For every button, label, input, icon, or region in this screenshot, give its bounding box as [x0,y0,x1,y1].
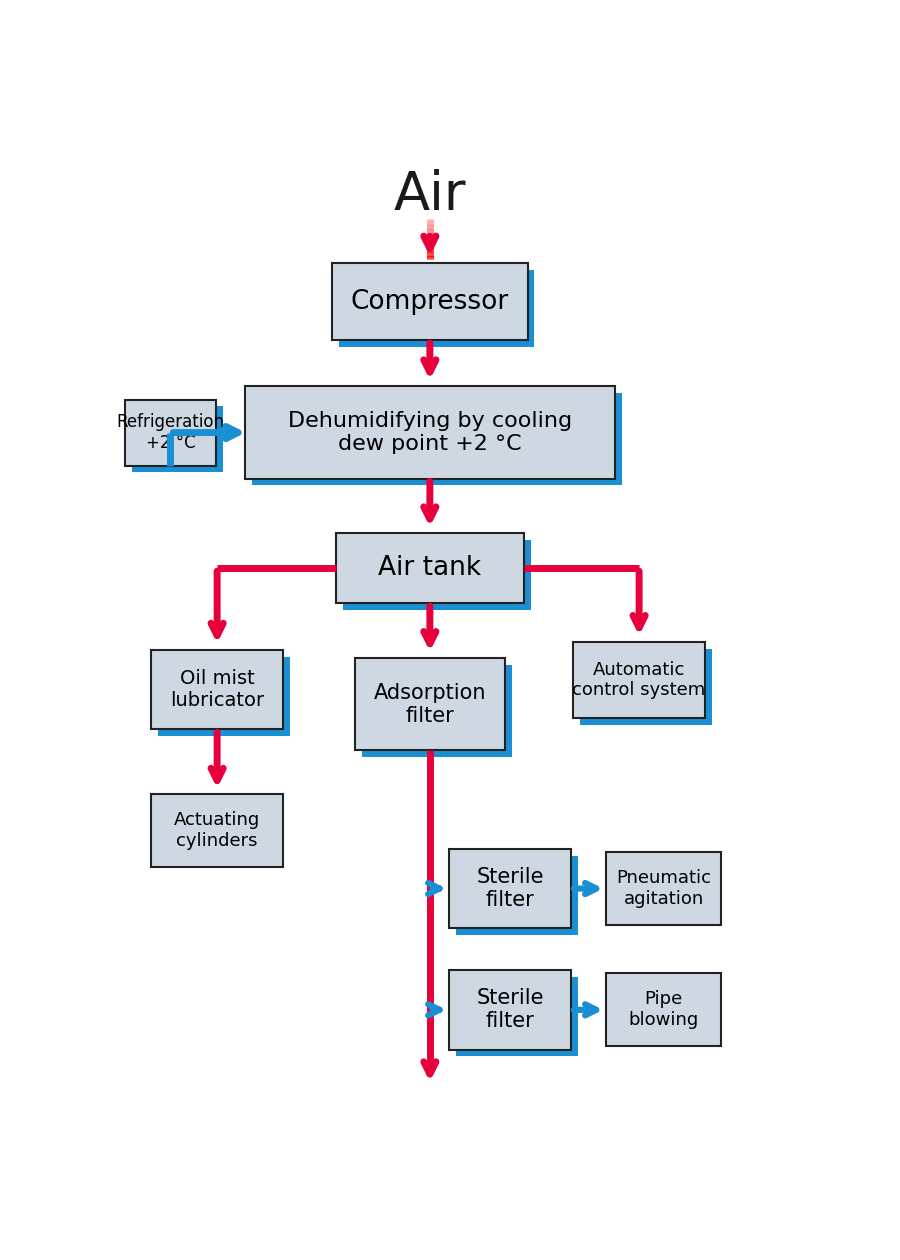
Text: Sterile
filter: Sterile filter [476,867,544,910]
FancyBboxPatch shape [606,974,721,1046]
FancyBboxPatch shape [125,399,216,465]
FancyBboxPatch shape [252,393,622,485]
Text: Dehumidifying by cooling
dew point +2 °C: Dehumidifying by cooling dew point +2 °C [288,411,572,454]
FancyBboxPatch shape [449,970,572,1050]
FancyBboxPatch shape [456,856,578,935]
Text: Oil mist
lubricator: Oil mist lubricator [170,669,265,711]
FancyBboxPatch shape [362,665,512,757]
FancyBboxPatch shape [151,794,284,867]
Text: Air: Air [393,169,466,220]
Text: Sterile
filter: Sterile filter [476,988,544,1032]
Text: Pneumatic
agitation: Pneumatic agitation [616,869,711,908]
FancyBboxPatch shape [158,656,291,736]
Text: Compressor: Compressor [351,289,509,315]
FancyBboxPatch shape [449,849,572,929]
Text: Air tank: Air tank [378,556,482,581]
FancyBboxPatch shape [355,658,505,750]
Text: Automatic
control system: Automatic control system [572,660,706,699]
Text: Refrigeration
+2 °C: Refrigeration +2 °C [116,413,224,452]
Text: Adsorption
filter: Adsorption filter [374,683,486,726]
FancyBboxPatch shape [580,649,713,724]
FancyBboxPatch shape [339,270,535,348]
Text: Pipe
blowing: Pipe blowing [628,990,698,1029]
FancyBboxPatch shape [151,650,284,730]
FancyBboxPatch shape [606,852,721,925]
FancyBboxPatch shape [332,263,527,340]
Text: Actuating
cylinders: Actuating cylinders [174,811,260,849]
FancyBboxPatch shape [132,407,222,472]
FancyBboxPatch shape [343,541,531,610]
FancyBboxPatch shape [245,387,615,479]
FancyBboxPatch shape [573,643,706,718]
FancyBboxPatch shape [336,533,524,604]
FancyBboxPatch shape [456,976,578,1056]
